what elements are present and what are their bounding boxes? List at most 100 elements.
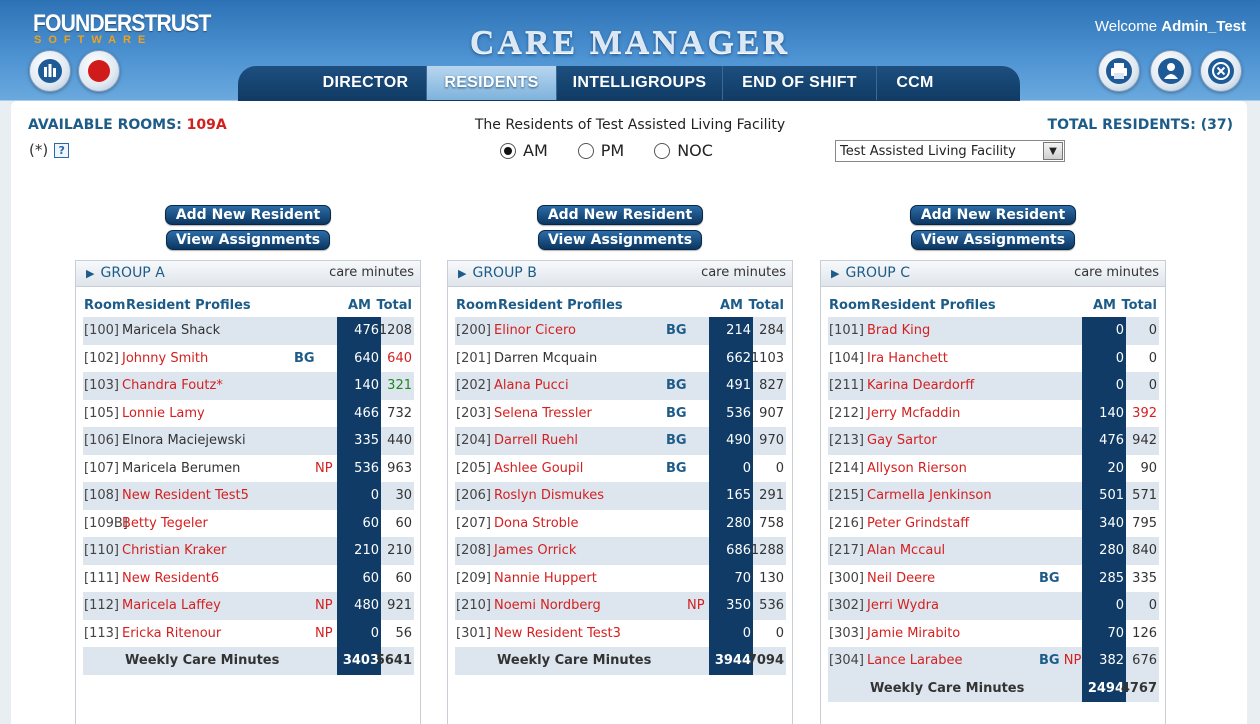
resident-name-link[interactable]: Elinor Cicero <box>494 323 576 338</box>
resident-name-link[interactable]: New Resident Test3 <box>494 625 621 641</box>
resident-name-link[interactable]: Allyson Rierson <box>867 460 967 476</box>
add-resident-button-a[interactable]: Add New Resident <box>165 205 331 225</box>
resident-name-link[interactable]: Karina Deardorff <box>867 378 975 393</box>
weekly-total: 4767 <box>1120 680 1157 696</box>
group-header[interactable]: ▶ GROUP C care minutes <box>821 261 1165 287</box>
group-header[interactable]: ▶ GROUP A care minutes <box>76 261 420 287</box>
resident-name-link[interactable]: Maricela Shack <box>122 323 221 338</box>
resident-name-link[interactable]: Jerry Mcfaddin <box>867 405 961 421</box>
am-minutes: 0 <box>1082 372 1126 400</box>
resident-name-link[interactable]: Alana Pucci <box>494 378 569 393</box>
resident-name-link[interactable]: Maricela Laffey <box>122 598 221 613</box>
am-minutes: 0 <box>337 619 381 647</box>
resident-name-link[interactable]: Alan Mccaul <box>867 543 946 558</box>
tab-intelligroups[interactable]: INTELLIGROUPS <box>557 66 723 100</box>
radio-am[interactable] <box>500 142 516 159</box>
view-assignments-button-b[interactable]: View Assignments <box>538 230 702 250</box>
add-resident-button-b[interactable]: Add New Resident <box>537 205 703 225</box>
am-minutes: 210 <box>337 537 381 565</box>
shift-noc[interactable]: NOC <box>654 141 713 160</box>
weekly-am: 3944 <box>709 647 753 675</box>
facility-select[interactable]: Test Assisted Living Facility ▼ <box>835 140 1065 162</box>
resident-name-link[interactable]: James Orrick <box>494 543 577 558</box>
resident-name-link[interactable]: New Resident6 <box>122 570 220 586</box>
resident-name-link[interactable]: Elnora Maciejewski <box>122 433 246 448</box>
total-minutes: 56 <box>395 625 412 641</box>
logout-button[interactable] <box>1200 50 1242 92</box>
resident-name-link[interactable]: Lance Larabee <box>867 653 963 668</box>
table-row: [113] Ericka Ritenour NP 0 56 <box>83 619 414 647</box>
weekly-label: Weekly Care Minutes <box>125 653 280 668</box>
resident-name-link[interactable]: Noemi Nordberg <box>494 598 601 613</box>
view-assignments-button-c[interactable]: View Assignments <box>911 230 1075 250</box>
resident-name-link[interactable]: Nannie Huppert <box>494 570 597 586</box>
available-room-value[interactable]: 109A <box>186 117 227 133</box>
expand-arrow-icon[interactable]: ▶ <box>831 266 840 280</box>
tab-end-of-shift[interactable]: END OF SHIFT <box>723 66 877 100</box>
shift-pm[interactable]: PM <box>577 141 624 160</box>
resident-name-link[interactable]: Brad King <box>867 323 931 338</box>
resident-name-link[interactable]: Lonnie Lamy <box>122 405 205 421</box>
col-total: Total <box>376 298 412 313</box>
group-title[interactable]: ▶ GROUP B <box>458 265 537 281</box>
total-minutes: 758 <box>759 515 784 531</box>
room-number: [213] <box>829 433 864 448</box>
table-row: [217] Alan Mccaul 280 840 <box>828 537 1159 565</box>
resident-name-link[interactable]: Gay Sartor <box>867 433 937 448</box>
residents-table: Room Resident Profiles AM Total [100] Maricel… <box>83 293 414 675</box>
am-minutes: 140 <box>337 372 381 400</box>
resident-name-link[interactable]: Betty Tegeler <box>122 515 208 531</box>
add-resident-button-c[interactable]: Add New Resident <box>910 205 1076 225</box>
group-header[interactable]: ▶ GROUP B care minutes <box>448 261 792 287</box>
help-icon[interactable]: ? <box>54 142 70 158</box>
view-assignments-button-a[interactable]: View Assignments <box>166 230 330 250</box>
resident-name-link[interactable]: Ericka Ritenour <box>122 625 222 641</box>
col-room: Room <box>84 298 126 313</box>
resident-name-link[interactable]: Selena Tressler <box>494 405 592 421</box>
group-name: GROUP A <box>100 265 165 281</box>
resident-name-link[interactable]: Johnny Smith <box>122 350 209 366</box>
tab-director[interactable]: DIRECTOR <box>305 66 427 100</box>
am-minutes: 350 <box>709 592 753 620</box>
resident-name-link[interactable]: Christian Kraker <box>122 543 227 558</box>
room-number: [301] <box>456 625 491 641</box>
resident-name-link[interactable]: Darrell Ruehl <box>494 433 579 448</box>
resident-name-link[interactable]: Jamie Mirabito <box>867 625 961 641</box>
group-title[interactable]: ▶ GROUP A <box>86 265 165 281</box>
shift-am-label: AM <box>523 141 548 160</box>
resident-name-link[interactable]: Carmella Jenkinson <box>867 488 992 503</box>
radio-noc[interactable] <box>654 142 671 159</box>
group-title[interactable]: ▶ GROUP C <box>831 265 910 281</box>
resident-name-link[interactable]: Roslyn Dismukes <box>494 488 604 503</box>
user-profile-button[interactable] <box>1150 50 1192 92</box>
resident-name-link[interactable]: Darren Mcquain <box>494 350 598 366</box>
am-minutes: 285 <box>1082 564 1126 592</box>
shift-am[interactable]: AM <box>500 141 548 160</box>
reports-button[interactable] <box>29 50 71 92</box>
tab-ccm[interactable]: CCM <box>896 74 934 91</box>
chevron-down-icon[interactable]: ▼ <box>1043 142 1063 160</box>
am-minutes: 60 <box>337 564 381 592</box>
resident-name-link[interactable]: Maricela Berumen <box>122 460 241 476</box>
table-row: [107] Maricela Berumen NP 536 963 <box>83 454 414 482</box>
print-button[interactable] <box>1098 50 1140 92</box>
resident-name-link[interactable]: Neil Deere <box>867 570 936 586</box>
tab-residents[interactable]: RESIDENTS <box>427 66 557 100</box>
resident-name-link[interactable]: Dona Stroble <box>494 515 579 531</box>
resident-name-link[interactable]: New Resident Test5 <box>122 488 249 503</box>
resident-name-link[interactable]: Chandra Foutz* <box>122 378 223 393</box>
record-button[interactable] <box>78 50 120 92</box>
resident-name-link[interactable]: Ashlee Goupil <box>494 460 584 476</box>
resident-name-link[interactable]: Ira Hanchett <box>867 350 948 366</box>
resident-name-link[interactable]: Jerri Wydra <box>867 598 939 613</box>
radio-pm[interactable] <box>577 142 594 159</box>
total-minutes: 536 <box>759 598 784 613</box>
resident-name-link[interactable]: Peter Grindstaff <box>867 515 970 531</box>
total-minutes: 827 <box>759 378 784 393</box>
weekly-total-row: Weekly Care Minutes 3403 5641 <box>83 647 414 675</box>
room-number: [106] <box>84 433 119 448</box>
total-minutes: 907 <box>759 405 784 421</box>
expand-arrow-icon[interactable]: ▶ <box>458 266 467 280</box>
table-row: [204] Darrell Ruehl BG 490 970 <box>455 427 786 455</box>
expand-arrow-icon[interactable]: ▶ <box>86 266 95 280</box>
